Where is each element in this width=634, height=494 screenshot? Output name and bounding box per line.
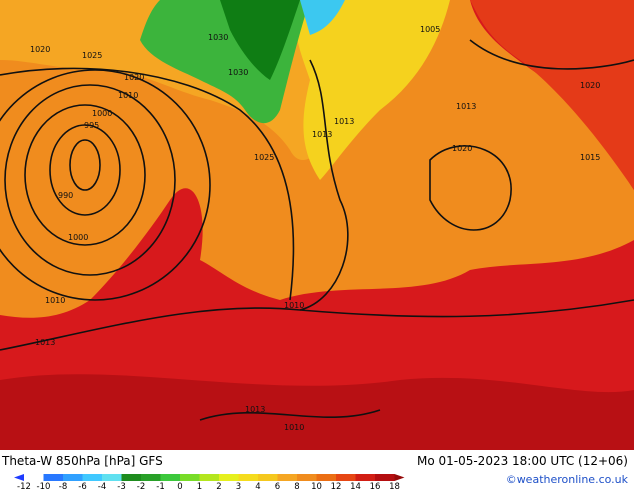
legend-swatch [375, 474, 395, 481]
isobar-label: 995 [84, 121, 99, 130]
legend-swatch [121, 474, 141, 481]
isobar-label: 1010 [284, 423, 304, 432]
legend-label: -2 [137, 482, 145, 490]
legend-swatch [160, 474, 180, 481]
legend-label: -1 [156, 482, 164, 490]
dark-green-zone [220, 0, 300, 80]
legend-swatch [180, 474, 200, 481]
legend-label: 2 [216, 482, 221, 490]
legend-swatch [316, 474, 336, 481]
isobar-label: 1013 [456, 102, 476, 111]
isobar-label: 1000 [68, 233, 88, 242]
red-northeast [470, 0, 634, 190]
datetime: Mo 01-05-2023 18:00 UTC (12+06) [417, 454, 628, 468]
isobar-label: 1005 [420, 25, 440, 34]
legend-swatch [238, 474, 258, 481]
legend-arrow [394, 474, 405, 481]
legend-label: 8 [294, 482, 299, 490]
legend-label: -10 [37, 482, 51, 490]
isobar-label: 1013 [35, 338, 55, 347]
legend-swatch [63, 474, 83, 481]
map-title: Theta-W 850hPa [hPa] GFS [1, 454, 163, 468]
credit: ©weatheronline.co.uk [506, 473, 629, 486]
legend-label: -12 [17, 482, 31, 490]
legend-arrow [14, 474, 24, 481]
legend-label: 12 [331, 482, 342, 490]
isobar-label: 1000 [92, 109, 112, 118]
isobar-label: 1020 [30, 45, 50, 54]
legend-label: 14 [350, 482, 361, 490]
legend-swatch [258, 474, 278, 481]
isobar-label: 1020 [124, 73, 144, 82]
legend-swatch [219, 474, 239, 481]
isobars [0, 39, 634, 421]
legend-swatch [199, 474, 219, 481]
isobar-label: 1013 [245, 405, 265, 414]
legend-swatch [43, 474, 63, 481]
isobar-labels: 1020 1025 1020 1010 1000 995 990 1000 10… [30, 25, 600, 432]
legend-swatch [82, 474, 102, 481]
isobar-label: 1013 [312, 130, 332, 139]
map: 1020 1025 1020 1010 1000 995 990 1000 10… [0, 0, 634, 450]
isobar-label: 1020 [580, 81, 600, 90]
legend-swatch [336, 474, 356, 481]
warm-zone [0, 374, 634, 450]
isobar-label: 1010 [45, 296, 65, 305]
legend-label: 0 [177, 482, 182, 490]
legend-label: 3 [236, 482, 241, 490]
legend-label: 1 [197, 482, 202, 490]
legend-swatch [355, 474, 375, 481]
isobar-label: 990 [58, 191, 73, 200]
isobar-label: 1030 [208, 33, 228, 42]
yellow-zone [295, 0, 450, 180]
isobar-label: 1010 [118, 91, 138, 100]
legend-label: -4 [98, 482, 106, 490]
isobar-label: 1020 [452, 144, 472, 153]
isobar-label: 1025 [82, 51, 102, 60]
legend-label: 4 [255, 482, 260, 490]
legend-label: 10 [311, 482, 322, 490]
legend-swatch [102, 474, 122, 481]
legend-label: 6 [275, 482, 280, 490]
legend-label: 16 [370, 482, 381, 490]
isobar-label: 1025 [254, 153, 274, 162]
isobar-label: 1010 [284, 301, 304, 310]
legend: -12 -10 -8 -6 -4 -3 -2 -1 0 1 2 3 4 6 8 10 12 14 16 18 [14, 474, 405, 492]
legend-label: -3 [117, 482, 125, 490]
legend-swatch [297, 474, 317, 481]
legend-label: -8 [59, 482, 67, 490]
footer [0, 450, 634, 490]
legend-swatch [141, 474, 161, 481]
isobar-label: 1015 [580, 153, 600, 162]
cyan-zone [300, 0, 345, 35]
legend-swatch [277, 474, 297, 481]
legend-label: 18 [389, 482, 400, 490]
isobar-label: 1013 [334, 117, 354, 126]
isobar-label: 1030 [228, 68, 248, 77]
legend-label: -6 [78, 482, 86, 490]
